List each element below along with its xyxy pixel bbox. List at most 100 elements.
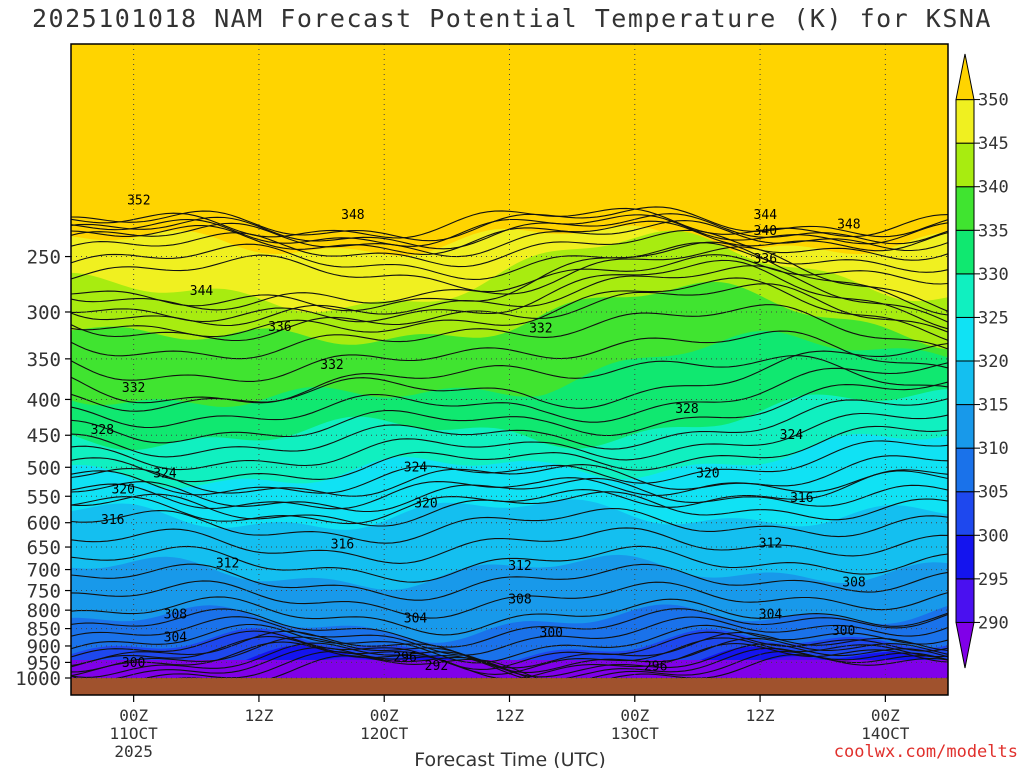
contour-label: 324 bbox=[404, 460, 428, 475]
colorbar-max-arrow bbox=[955, 53, 975, 101]
contour-label: 312 bbox=[216, 556, 239, 571]
x-tick-label: 12Z bbox=[746, 706, 775, 725]
contour-label: 352 bbox=[127, 194, 150, 209]
contour-label: 300 bbox=[540, 626, 563, 641]
gridlines bbox=[71, 44, 948, 679]
colorbar-swatch bbox=[955, 404, 975, 449]
y-tick-label: 750 bbox=[27, 581, 61, 603]
x-tick-label: 00Z bbox=[871, 706, 900, 725]
colorbar-label: 345 bbox=[978, 134, 1009, 154]
contour-label: 304 bbox=[759, 608, 783, 623]
contour-320-1 bbox=[71, 455, 948, 510]
contour-label: 332 bbox=[320, 358, 343, 373]
contour-324-1 bbox=[71, 412, 948, 471]
contour-328-1 bbox=[71, 362, 948, 429]
contour-296-2 bbox=[71, 630, 948, 669]
colorbar: 290 295 300 305 310 315 320 325 330 335 340 345 350 bbox=[955, 53, 1009, 669]
contour-label: 308 bbox=[508, 592, 531, 607]
contour-label: 344 bbox=[190, 284, 214, 299]
contour-label: 340 bbox=[754, 224, 777, 239]
x-tick-label: 12OCT bbox=[360, 724, 409, 743]
colorbar-label: 310 bbox=[978, 439, 1009, 459]
colorbar-label: 315 bbox=[978, 396, 1009, 416]
contour-label: 320 bbox=[696, 466, 719, 481]
contour-344-0 bbox=[71, 254, 948, 293]
y-tick-label: 250 bbox=[27, 247, 61, 269]
colorbar-label: 335 bbox=[978, 221, 1009, 241]
y-tick-label: 900 bbox=[27, 636, 61, 658]
contour-label: 308 bbox=[842, 576, 865, 591]
site-credit[interactable]: coolwx.com/modelts bbox=[833, 742, 1018, 762]
colorbar-min-arrow bbox=[955, 621, 975, 669]
colorbar-label: 300 bbox=[978, 526, 1009, 546]
colorbar-swatch bbox=[955, 273, 975, 318]
y-tick-label: 400 bbox=[27, 389, 61, 411]
contour-label: 308 bbox=[164, 608, 187, 623]
contour-340-0 bbox=[71, 277, 948, 341]
colorbar-swatch bbox=[955, 578, 975, 623]
contour-label: 320 bbox=[111, 483, 134, 498]
contour-label: 348 bbox=[341, 208, 364, 223]
contour-label: 296 bbox=[393, 651, 416, 666]
y-tick-label: 600 bbox=[27, 513, 61, 535]
contour-label: 336 bbox=[754, 252, 777, 267]
contour-296-0 bbox=[71, 642, 948, 678]
x-axis-title: Forecast Time (UTC) bbox=[414, 749, 605, 768]
contour-348-2 bbox=[71, 206, 948, 242]
contour-328-0 bbox=[71, 381, 948, 444]
contour-label: 332 bbox=[122, 381, 145, 396]
x-tick-label: 11OCT bbox=[110, 724, 159, 743]
x-tick-label: 00Z bbox=[620, 706, 649, 725]
y-axis: 2503003504004505005506006507007508008509… bbox=[15, 247, 71, 690]
colorbar-label: 325 bbox=[978, 308, 1009, 328]
contour-label: 312 bbox=[508, 559, 531, 574]
y-tick-label: 450 bbox=[27, 425, 61, 447]
colorbar-label: 305 bbox=[978, 483, 1009, 503]
contour-312-0 bbox=[71, 545, 948, 583]
x-tick-label: 2025 bbox=[114, 742, 153, 761]
colorbar-label: 350 bbox=[978, 91, 1009, 111]
colorbar-swatch bbox=[955, 229, 975, 275]
y-tick-label: 700 bbox=[27, 560, 61, 582]
contour-label: 300 bbox=[122, 656, 145, 671]
contour-316-0 bbox=[71, 491, 948, 527]
contour-308-1 bbox=[71, 580, 948, 619]
x-tick-label: 12Z bbox=[495, 706, 524, 725]
contour-336-1 bbox=[71, 265, 948, 327]
colorbar-swatch bbox=[955, 447, 975, 493]
colorbar-swatch bbox=[955, 142, 975, 188]
contour-label: 336 bbox=[268, 320, 291, 335]
contour-300-1 bbox=[71, 635, 948, 675]
contour-292-0 bbox=[71, 654, 948, 678]
contour-352-2 bbox=[71, 207, 948, 239]
y-tick-label: 850 bbox=[27, 619, 61, 641]
y-tick-label: 550 bbox=[27, 486, 61, 508]
contour-320-0 bbox=[71, 469, 948, 525]
chart-title: 2025101018 NAM Forecast Potential Temper… bbox=[32, 4, 992, 33]
colorbar-swatch bbox=[955, 491, 975, 536]
y-tick-label: 350 bbox=[27, 349, 61, 371]
colorbar-swatch bbox=[955, 186, 975, 231]
y-tick-label: 500 bbox=[27, 457, 61, 479]
contour-332-0 bbox=[71, 355, 948, 404]
colorbar-label: 320 bbox=[978, 352, 1009, 372]
colorbar-label: 290 bbox=[978, 613, 1009, 633]
y-tick-label: 800 bbox=[27, 600, 61, 622]
contour-label: 304 bbox=[164, 630, 188, 645]
contour-304-2 bbox=[71, 608, 948, 648]
contour-344-1 bbox=[71, 242, 948, 280]
contour-label: 300 bbox=[832, 624, 855, 639]
contour-320-2 bbox=[71, 440, 948, 496]
colorbar-label: 340 bbox=[978, 178, 1009, 198]
contour-label: 296 bbox=[644, 660, 667, 675]
contour-label: 324 bbox=[780, 428, 804, 443]
x-tick-label: 13OCT bbox=[611, 724, 660, 743]
colorbar-label: 295 bbox=[978, 570, 1009, 590]
contour-308-0 bbox=[71, 596, 948, 636]
x-tick-label: 00Z bbox=[119, 706, 148, 725]
contour-324-0 bbox=[71, 425, 948, 483]
contour-label: 348 bbox=[837, 218, 860, 233]
contour-label: 304 bbox=[404, 611, 428, 626]
